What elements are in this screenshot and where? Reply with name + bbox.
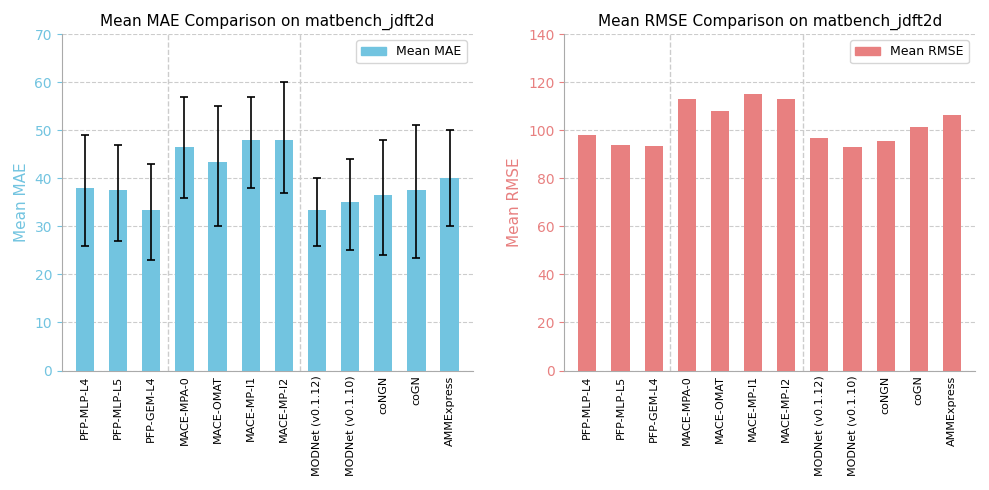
Bar bbox=[611, 145, 630, 370]
Bar bbox=[579, 135, 596, 370]
Legend: Mean MAE: Mean MAE bbox=[356, 41, 467, 64]
Bar bbox=[341, 202, 359, 370]
Bar bbox=[407, 190, 425, 370]
Bar bbox=[910, 127, 928, 370]
Bar bbox=[374, 195, 393, 370]
Bar bbox=[275, 140, 293, 370]
Bar bbox=[777, 99, 795, 370]
Bar bbox=[876, 141, 895, 370]
Bar bbox=[241, 140, 260, 370]
Title: Mean MAE Comparison on matbench_jdft2d: Mean MAE Comparison on matbench_jdft2d bbox=[100, 14, 434, 30]
Bar bbox=[76, 188, 94, 370]
Bar bbox=[440, 178, 459, 370]
Bar bbox=[844, 147, 861, 370]
Bar bbox=[308, 210, 326, 370]
Bar bbox=[744, 94, 763, 370]
Bar bbox=[711, 111, 729, 370]
Y-axis label: Mean MAE: Mean MAE bbox=[14, 163, 29, 242]
Bar bbox=[109, 190, 128, 370]
Bar bbox=[645, 146, 663, 370]
Bar bbox=[175, 147, 194, 370]
Bar bbox=[142, 210, 160, 370]
Y-axis label: Mean RMSE: Mean RMSE bbox=[507, 158, 522, 247]
Legend: Mean RMSE: Mean RMSE bbox=[851, 41, 969, 64]
Title: Mean RMSE Comparison on matbench_jdft2d: Mean RMSE Comparison on matbench_jdft2d bbox=[597, 14, 942, 30]
Bar bbox=[677, 99, 696, 370]
Bar bbox=[810, 138, 829, 370]
Bar bbox=[209, 162, 226, 370]
Bar bbox=[943, 115, 961, 370]
